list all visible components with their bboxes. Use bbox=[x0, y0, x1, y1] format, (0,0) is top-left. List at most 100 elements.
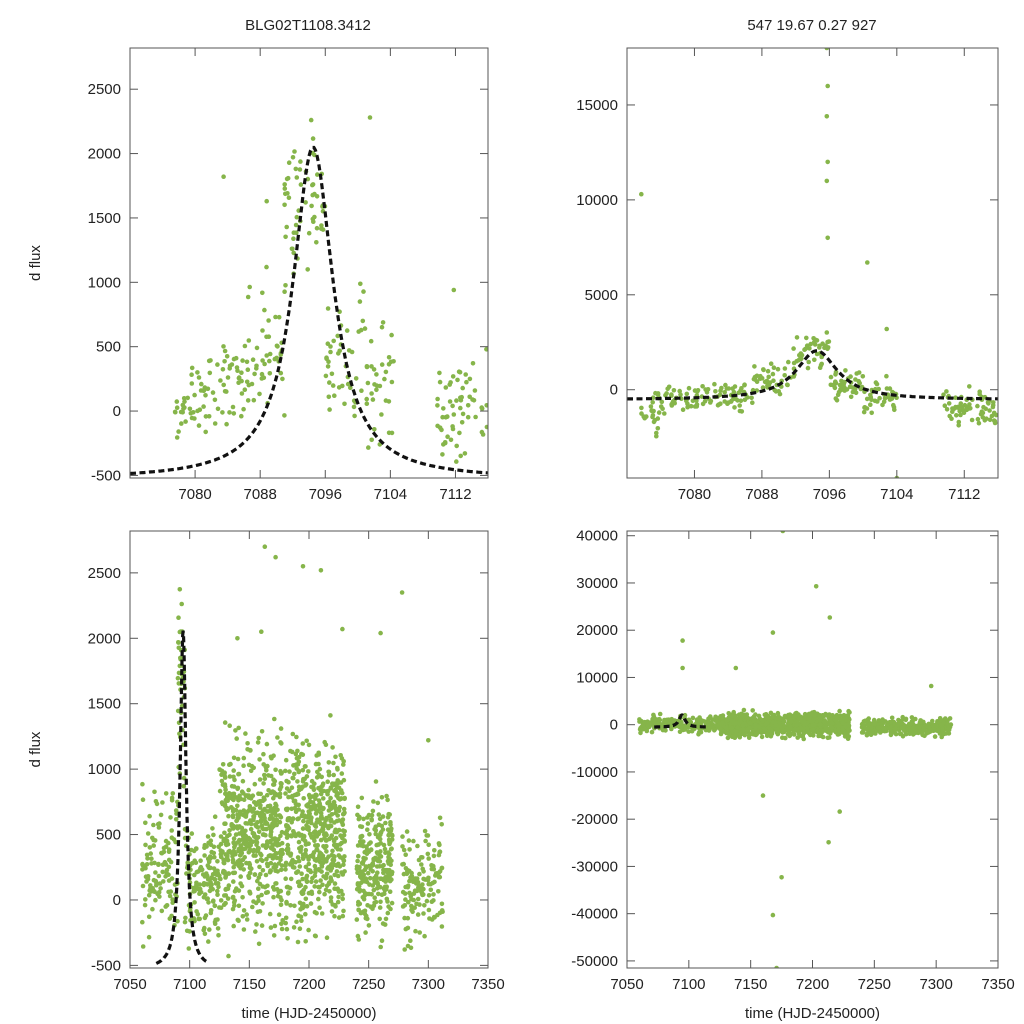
data-point bbox=[454, 459, 459, 464]
data-point bbox=[680, 638, 685, 643]
data-point bbox=[473, 414, 478, 420]
data-point bbox=[264, 198, 270, 204]
data-point bbox=[170, 900, 175, 905]
data-point bbox=[341, 908, 346, 914]
data-point bbox=[199, 381, 204, 387]
data-point bbox=[283, 191, 288, 197]
data-point bbox=[255, 740, 261, 745]
data-point bbox=[335, 778, 341, 783]
data-point bbox=[300, 837, 306, 842]
data-point bbox=[730, 386, 735, 391]
data-point bbox=[275, 807, 280, 812]
data-point bbox=[306, 809, 312, 814]
data-point bbox=[310, 182, 315, 188]
data-point bbox=[264, 792, 270, 798]
data-point bbox=[156, 861, 161, 867]
data-point bbox=[760, 385, 766, 390]
data-point bbox=[274, 822, 280, 828]
data-point bbox=[173, 839, 178, 845]
data-point bbox=[986, 401, 991, 406]
data-point bbox=[234, 795, 239, 800]
data-point bbox=[875, 725, 881, 730]
data-point bbox=[935, 727, 941, 733]
data-point bbox=[206, 414, 212, 419]
data-point bbox=[305, 176, 311, 182]
data-point bbox=[413, 928, 418, 934]
data-point bbox=[660, 727, 666, 733]
data-point bbox=[373, 779, 379, 784]
data-point bbox=[932, 734, 938, 739]
data-point bbox=[163, 904, 168, 909]
data-point bbox=[754, 379, 760, 385]
x-tick-label: 7100 bbox=[672, 976, 705, 993]
data-point bbox=[370, 869, 376, 874]
data-point bbox=[150, 886, 155, 891]
data-point bbox=[426, 907, 432, 913]
data-point bbox=[842, 388, 847, 393]
data-point bbox=[278, 771, 284, 776]
data-point bbox=[411, 838, 416, 844]
data-point bbox=[277, 813, 282, 818]
data-point bbox=[415, 896, 421, 902]
data-point bbox=[976, 420, 982, 426]
data-point bbox=[326, 760, 332, 765]
data-point bbox=[718, 725, 723, 731]
data-point bbox=[861, 409, 867, 415]
data-point bbox=[254, 859, 260, 864]
data-point bbox=[819, 361, 824, 367]
data-point bbox=[375, 880, 380, 885]
data-point bbox=[295, 869, 301, 874]
data-point bbox=[389, 332, 394, 338]
data-point bbox=[198, 858, 203, 863]
data-point bbox=[352, 413, 357, 419]
data-point bbox=[335, 847, 341, 852]
data-point bbox=[236, 846, 242, 852]
data-point bbox=[342, 795, 348, 801]
data-point bbox=[827, 735, 832, 740]
data-point bbox=[378, 876, 384, 881]
data-point bbox=[359, 795, 365, 801]
data-point bbox=[256, 941, 262, 947]
data-point bbox=[327, 407, 332, 412]
data-point bbox=[944, 389, 949, 394]
data-point bbox=[688, 403, 694, 409]
data-point bbox=[765, 368, 771, 374]
data-point bbox=[283, 867, 288, 872]
data-point bbox=[671, 388, 677, 393]
data-point bbox=[770, 630, 776, 635]
data-point bbox=[283, 791, 288, 796]
data-point bbox=[300, 564, 306, 569]
data-point bbox=[290, 817, 296, 822]
data-point bbox=[259, 923, 265, 928]
data-point bbox=[868, 392, 873, 398]
data-point bbox=[450, 424, 455, 429]
data-point bbox=[235, 636, 240, 641]
data-point bbox=[371, 887, 377, 893]
data-point bbox=[795, 735, 800, 740]
data-point bbox=[239, 391, 245, 396]
data-point bbox=[686, 385, 692, 391]
data-point bbox=[416, 857, 422, 863]
data-point bbox=[226, 813, 231, 819]
data-point bbox=[358, 874, 363, 879]
data-point bbox=[235, 803, 240, 809]
data-point bbox=[189, 415, 195, 421]
data-point bbox=[212, 814, 218, 819]
data-point bbox=[241, 808, 247, 813]
data-point bbox=[361, 816, 366, 822]
data-point bbox=[386, 355, 392, 360]
data-point bbox=[442, 440, 448, 445]
data-point bbox=[192, 392, 197, 398]
data-point bbox=[262, 772, 267, 778]
data-point bbox=[387, 889, 393, 894]
data-point bbox=[426, 738, 431, 743]
data-point bbox=[756, 724, 762, 729]
data-point bbox=[241, 908, 247, 913]
data-point bbox=[803, 722, 809, 727]
data-point bbox=[303, 764, 308, 769]
data-point bbox=[189, 372, 194, 378]
data-point bbox=[167, 916, 173, 921]
data-point bbox=[677, 729, 683, 734]
data-point bbox=[722, 390, 727, 395]
